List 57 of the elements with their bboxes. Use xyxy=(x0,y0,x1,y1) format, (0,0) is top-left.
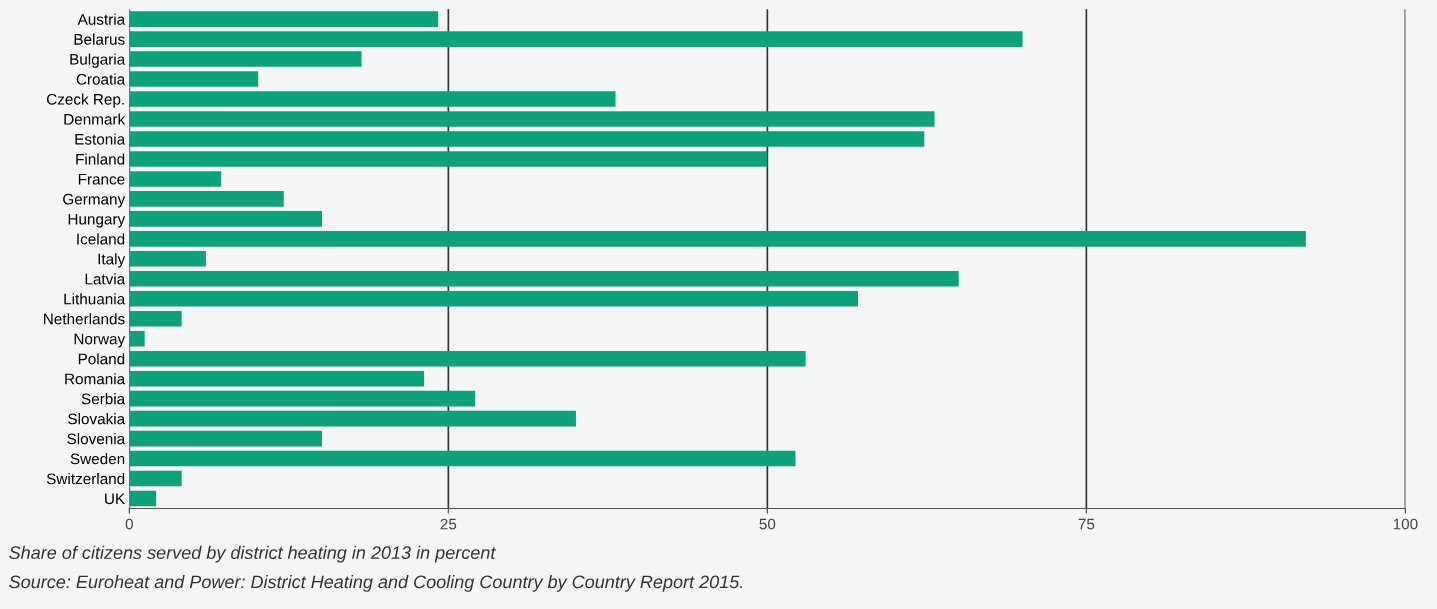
x-tick-label: 25 xyxy=(440,518,457,530)
bar xyxy=(129,350,806,367)
y-tick-label: Slovakia xyxy=(68,413,126,425)
y-tick-label: France xyxy=(78,173,125,185)
bar xyxy=(129,91,616,107)
y-tick-label: Lithuania xyxy=(64,293,126,305)
text: Share of citizens served by district heating in 2013 in percent xyxy=(9,545,497,563)
y-tick-label: Croatia xyxy=(76,73,126,85)
bar xyxy=(129,370,425,387)
y-tick-label: Switzerland xyxy=(46,473,125,485)
bar xyxy=(129,11,439,27)
bar xyxy=(129,430,323,447)
bar xyxy=(129,191,284,207)
bar xyxy=(129,111,935,127)
bar xyxy=(129,290,858,307)
y-tick-label: Serbia xyxy=(81,393,126,405)
bar xyxy=(129,490,157,507)
bar xyxy=(129,131,925,147)
y-tick-label: Sweden xyxy=(70,453,125,465)
bar xyxy=(129,31,1023,47)
bar xyxy=(129,71,259,87)
bar xyxy=(129,231,1306,247)
source-note: Source: Euroheat and Power: District Heating and Cooling Country by Country Report 2015. xyxy=(9,575,743,592)
y-tick-label: Slovenia xyxy=(67,433,126,445)
x-tick-label: 50 xyxy=(759,518,776,530)
y-tick-label: Austria xyxy=(77,13,126,25)
bar xyxy=(129,271,959,287)
y-tick-label: Iceland xyxy=(77,233,125,245)
bar xyxy=(129,330,145,347)
y-tick-label: Czeck Rep. xyxy=(46,93,124,108)
y-tick-label: Estonia xyxy=(75,133,126,145)
bar xyxy=(129,171,222,187)
bar xyxy=(129,470,182,487)
y-tick-label: Germany xyxy=(63,193,126,208)
y-tick-label: Bulgaria xyxy=(70,53,126,68)
bar xyxy=(129,151,768,167)
x-tick-label: 75 xyxy=(1078,518,1095,530)
y-tick-label: UK xyxy=(105,493,125,505)
x-tick-label: 0 xyxy=(125,518,133,530)
bar xyxy=(129,390,476,407)
y-tick-label: Latvia xyxy=(85,273,126,285)
bar xyxy=(129,51,362,67)
y-tick-label: Norway xyxy=(74,333,126,348)
y-tick-label: Netherlands xyxy=(44,313,125,325)
y-tick-label: Denmark xyxy=(64,113,126,125)
bar xyxy=(129,310,182,327)
bar xyxy=(129,450,796,467)
y-tick-label: Finland xyxy=(76,153,125,165)
x-tick-label: 100 xyxy=(1393,518,1418,530)
y-tick-label: Poland xyxy=(78,353,125,365)
bar xyxy=(129,251,206,267)
y-tick-label: Belarus xyxy=(74,33,125,45)
y-tick-label: Romania xyxy=(65,373,126,385)
y-tick-label: Italy xyxy=(98,253,126,268)
y-tick-label: Hungary xyxy=(68,213,126,228)
bar xyxy=(129,211,323,227)
bar xyxy=(129,410,576,427)
